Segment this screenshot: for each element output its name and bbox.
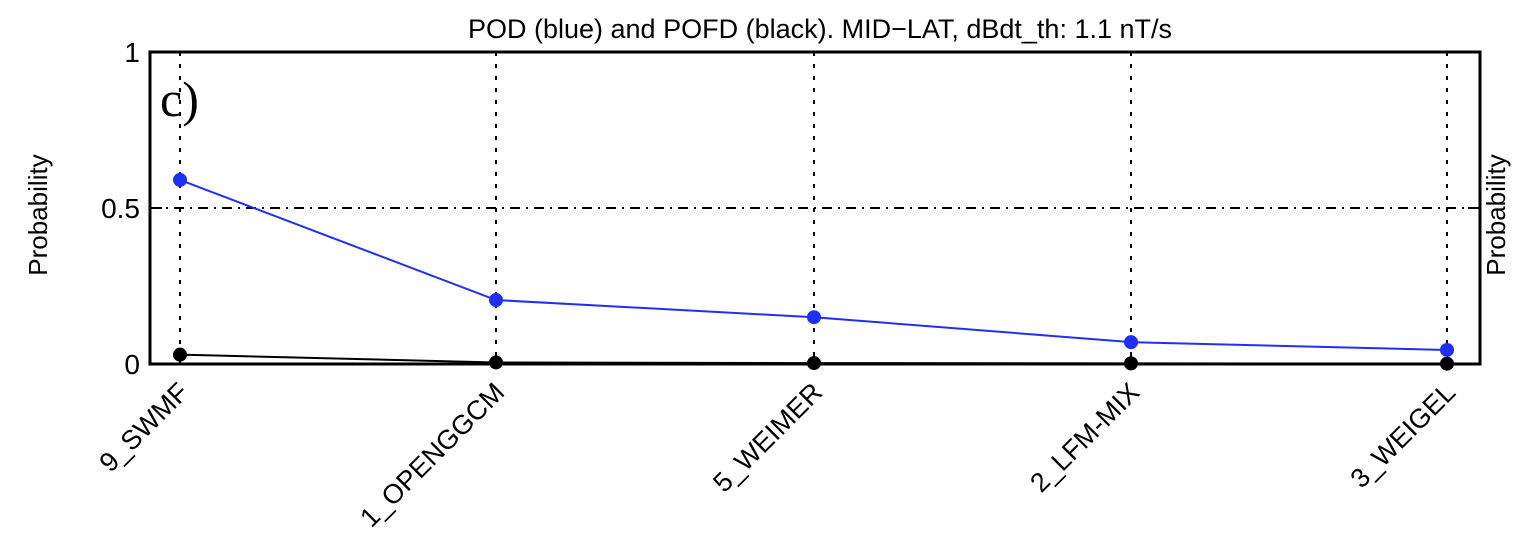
series-group (173, 172, 1454, 371)
y-tick-label-1: 0.5 (101, 193, 140, 224)
y-tick-label-0: 0 (124, 349, 140, 380)
x-tick-label-1: 1_OPENGGCM (354, 377, 510, 533)
series-1-point-3 (1124, 356, 1138, 371)
series-0-point-4 (1440, 342, 1454, 357)
x-ticks: 9_SWMF 1_OPENGGCM 5_WEIMER 2_LFM-MIX 3_WEIGE… (93, 352, 1461, 533)
x-tick-label-3: 2_LFM-MIX (1024, 377, 1145, 498)
series-1-point-4 (1440, 356, 1454, 371)
grid (150, 52, 1480, 364)
x-tick-label-0: 9_SWMF (93, 377, 194, 478)
series-1-point-0 (173, 347, 187, 362)
y-axis-label-right: Probability (1481, 154, 1511, 275)
panel-label: c) (160, 71, 199, 127)
series-0-point-0 (173, 172, 187, 187)
series-0-point-3 (1124, 335, 1138, 350)
y-ticks: 00.51 (101, 37, 1480, 380)
x-tick-label-2: 5_WEIMER (707, 377, 828, 498)
series-0-point-1 (489, 293, 503, 308)
y-tick-label-2: 1 (124, 37, 140, 68)
series-1-point-1 (489, 355, 503, 370)
series-0-point-2 (807, 310, 821, 325)
x-tick-label-4: 3_WEIGEL (1345, 377, 1462, 494)
y-axis-label-left: Probability (23, 154, 53, 275)
series-1-point-2 (807, 356, 821, 371)
chart-title: POD (blue) and POFD (black). MID−LAT, dB… (468, 14, 1172, 44)
series-0-line (179, 178, 1448, 351)
